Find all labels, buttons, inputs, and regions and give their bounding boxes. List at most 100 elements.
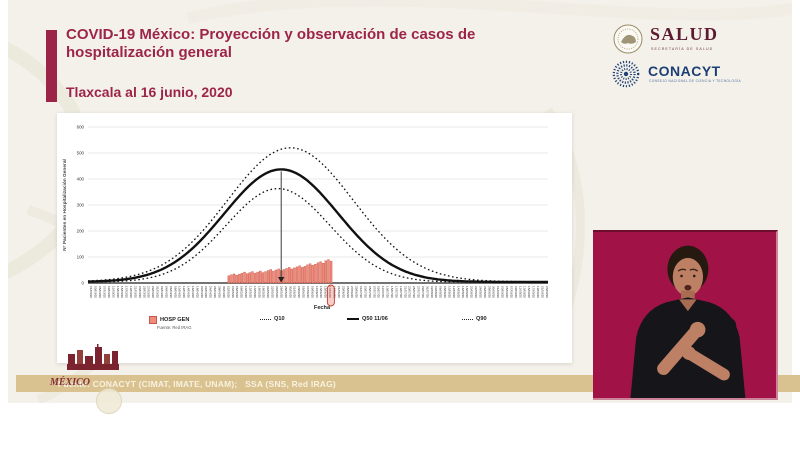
svg-text:03/07/20: 03/07/20 <box>363 286 367 298</box>
svg-text:20/08/20: 20/08/20 <box>470 286 474 298</box>
government-seal-watermark <box>96 388 122 414</box>
svg-text:05/06/20: 05/06/20 <box>302 286 306 298</box>
svg-text:14/05/20: 14/05/20 <box>253 286 257 298</box>
svg-text:25/03/20: 25/03/20 <box>142 286 146 298</box>
svg-text:31/03/20: 31/03/20 <box>156 286 160 298</box>
svg-text:13/07/20: 13/07/20 <box>386 286 390 298</box>
svg-text:16/04/20: 16/04/20 <box>191 286 195 298</box>
svg-text:08/08/20: 08/08/20 <box>443 286 447 298</box>
svg-text:11/06/20: 11/06/20 <box>315 286 319 298</box>
svg-text:09/03/20: 09/03/20 <box>107 286 111 298</box>
legend-q50: Q50 11/06 <box>347 316 388 322</box>
svg-text:04/04/20: 04/04/20 <box>164 286 168 298</box>
svg-text:03/03/20: 03/03/20 <box>94 286 98 298</box>
salud-seal-icon <box>613 24 643 54</box>
svg-text:14/08/20: 14/08/20 <box>456 286 460 298</box>
svg-text:17/07/20: 17/07/20 <box>394 286 398 298</box>
svg-text:22/05/20: 22/05/20 <box>271 286 275 298</box>
svg-text:05/03/20: 05/03/20 <box>98 286 102 298</box>
svg-text:03/09/20: 03/09/20 <box>501 286 505 298</box>
svg-text:09/06/20: 09/06/20 <box>310 286 314 298</box>
svg-text:30/04/20: 30/04/20 <box>222 286 226 298</box>
svg-text:500: 500 <box>77 151 85 156</box>
svg-text:26/05/20: 26/05/20 <box>279 286 283 298</box>
footer-overlay-fragment: MÉXICO <box>50 377 91 388</box>
svg-text:12/08/20: 12/08/20 <box>452 286 456 298</box>
svg-text:24/05/20: 24/05/20 <box>275 286 279 298</box>
svg-text:20/04/20: 20/04/20 <box>200 286 204 298</box>
svg-text:29/06/20: 29/06/20 <box>355 286 359 298</box>
svg-text:300: 300 <box>77 203 85 208</box>
legend-hosp-label: HOSP GEN <box>160 317 190 323</box>
svg-text:19/09/20: 19/09/20 <box>536 286 540 298</box>
svg-text:17/03/20: 17/03/20 <box>125 286 129 298</box>
svg-text:03/06/20: 03/06/20 <box>297 286 301 298</box>
svg-text:21/06/20: 21/06/20 <box>337 286 341 298</box>
svg-text:10/05/20: 10/05/20 <box>244 286 248 298</box>
svg-text:13/06/20: 13/06/20 <box>319 286 323 298</box>
legend-q90-label: Q90 <box>476 316 487 322</box>
svg-text:18/08/20: 18/08/20 <box>465 286 469 298</box>
legend-q90: Q90 <box>462 316 487 322</box>
svg-text:29/07/20: 29/07/20 <box>421 286 425 298</box>
projection-chart: 0 100 200 300 400 500 600 01/03/20 03/03/20 05/03… <box>62 125 549 307</box>
conacyt-wordmark: CONACYT <box>648 63 721 79</box>
projection-chart-panel: 0 100 200 300 400 500 600 01/03/20 03/03/20 05/03… <box>57 113 572 363</box>
conacyt-logo: CONACYT CONSEJO NACIONAL DE CIENCIA Y TE… <box>610 58 790 92</box>
title-accent-bar <box>46 30 57 102</box>
svg-text:06/04/20: 06/04/20 <box>169 286 173 298</box>
svg-text:01/07/20: 01/07/20 <box>359 286 363 298</box>
svg-text:200: 200 <box>77 229 85 234</box>
svg-text:27/07/20: 27/07/20 <box>417 286 421 298</box>
svg-text:23/09/20: 23/09/20 <box>545 286 549 298</box>
svg-text:16/05/20: 16/05/20 <box>257 286 261 298</box>
x-axis-label: Fecha <box>313 305 331 311</box>
slide-title: COVID-19 México: Proyección y observació… <box>66 26 476 62</box>
svg-text:09/09/20: 09/09/20 <box>514 286 518 298</box>
svg-text:600: 600 <box>77 125 85 130</box>
svg-text:30/05/20: 30/05/20 <box>288 286 292 298</box>
svg-text:27/06/20: 27/06/20 <box>350 286 354 298</box>
svg-text:15/03/20: 15/03/20 <box>120 286 124 298</box>
svg-text:25/06/20: 25/06/20 <box>346 286 350 298</box>
svg-text:18/05/20: 18/05/20 <box>262 286 266 298</box>
svg-text:08/05/20: 08/05/20 <box>240 286 244 298</box>
svg-text:24/08/20: 24/08/20 <box>478 286 482 298</box>
svg-text:05/07/20: 05/07/20 <box>368 286 372 298</box>
svg-text:08/04/20: 08/04/20 <box>173 286 177 298</box>
svg-text:28/05/20: 28/05/20 <box>284 286 288 298</box>
svg-text:21/07/20: 21/07/20 <box>403 286 407 298</box>
svg-text:22/08/20: 22/08/20 <box>474 286 478 298</box>
slide-subtitle: Tlaxcala al 16 junio, 2020 <box>66 84 233 100</box>
svg-text:0: 0 <box>82 281 85 286</box>
svg-text:07/09/20: 07/09/20 <box>509 286 513 298</box>
svg-text:17/06/20: 17/06/20 <box>328 286 332 298</box>
svg-text:15/09/20: 15/09/20 <box>527 286 531 298</box>
svg-text:22/04/20: 22/04/20 <box>204 286 208 298</box>
castle-icon <box>67 344 119 370</box>
svg-text:28/08/20: 28/08/20 <box>487 286 491 298</box>
svg-text:13/03/20: 13/03/20 <box>116 286 120 298</box>
svg-text:02/05/20: 02/05/20 <box>226 286 230 298</box>
svg-text:17/09/20: 17/09/20 <box>532 286 536 298</box>
svg-text:23/07/20: 23/07/20 <box>408 286 412 298</box>
svg-text:10/08/20: 10/08/20 <box>448 286 452 298</box>
svg-text:07/07/20: 07/07/20 <box>372 286 376 298</box>
svg-text:29/03/20: 29/03/20 <box>151 286 155 298</box>
svg-text:28/04/20: 28/04/20 <box>218 286 222 298</box>
svg-text:21/09/20: 21/09/20 <box>540 286 544 298</box>
svg-text:12/04/20: 12/04/20 <box>182 286 186 298</box>
svg-text:31/07/20: 31/07/20 <box>425 286 429 298</box>
svg-text:19/03/20: 19/03/20 <box>129 286 133 298</box>
salud-logo: SALUD SECRETARÍA DE SALUD <box>606 22 786 58</box>
svg-text:27/03/20: 27/03/20 <box>147 286 151 298</box>
svg-text:04/05/20: 04/05/20 <box>231 286 235 298</box>
svg-text:26/08/20: 26/08/20 <box>483 286 487 298</box>
svg-text:13/09/20: 13/09/20 <box>523 286 527 298</box>
svg-text:09/07/20: 09/07/20 <box>377 286 381 298</box>
svg-text:07/06/20: 07/06/20 <box>306 286 310 298</box>
svg-text:01/09/20: 01/09/20 <box>496 286 500 298</box>
svg-text:16/08/20: 16/08/20 <box>461 286 465 298</box>
svg-text:12/05/20: 12/05/20 <box>248 286 252 298</box>
salud-subtitle: SECRETARÍA DE SALUD <box>651 47 714 51</box>
